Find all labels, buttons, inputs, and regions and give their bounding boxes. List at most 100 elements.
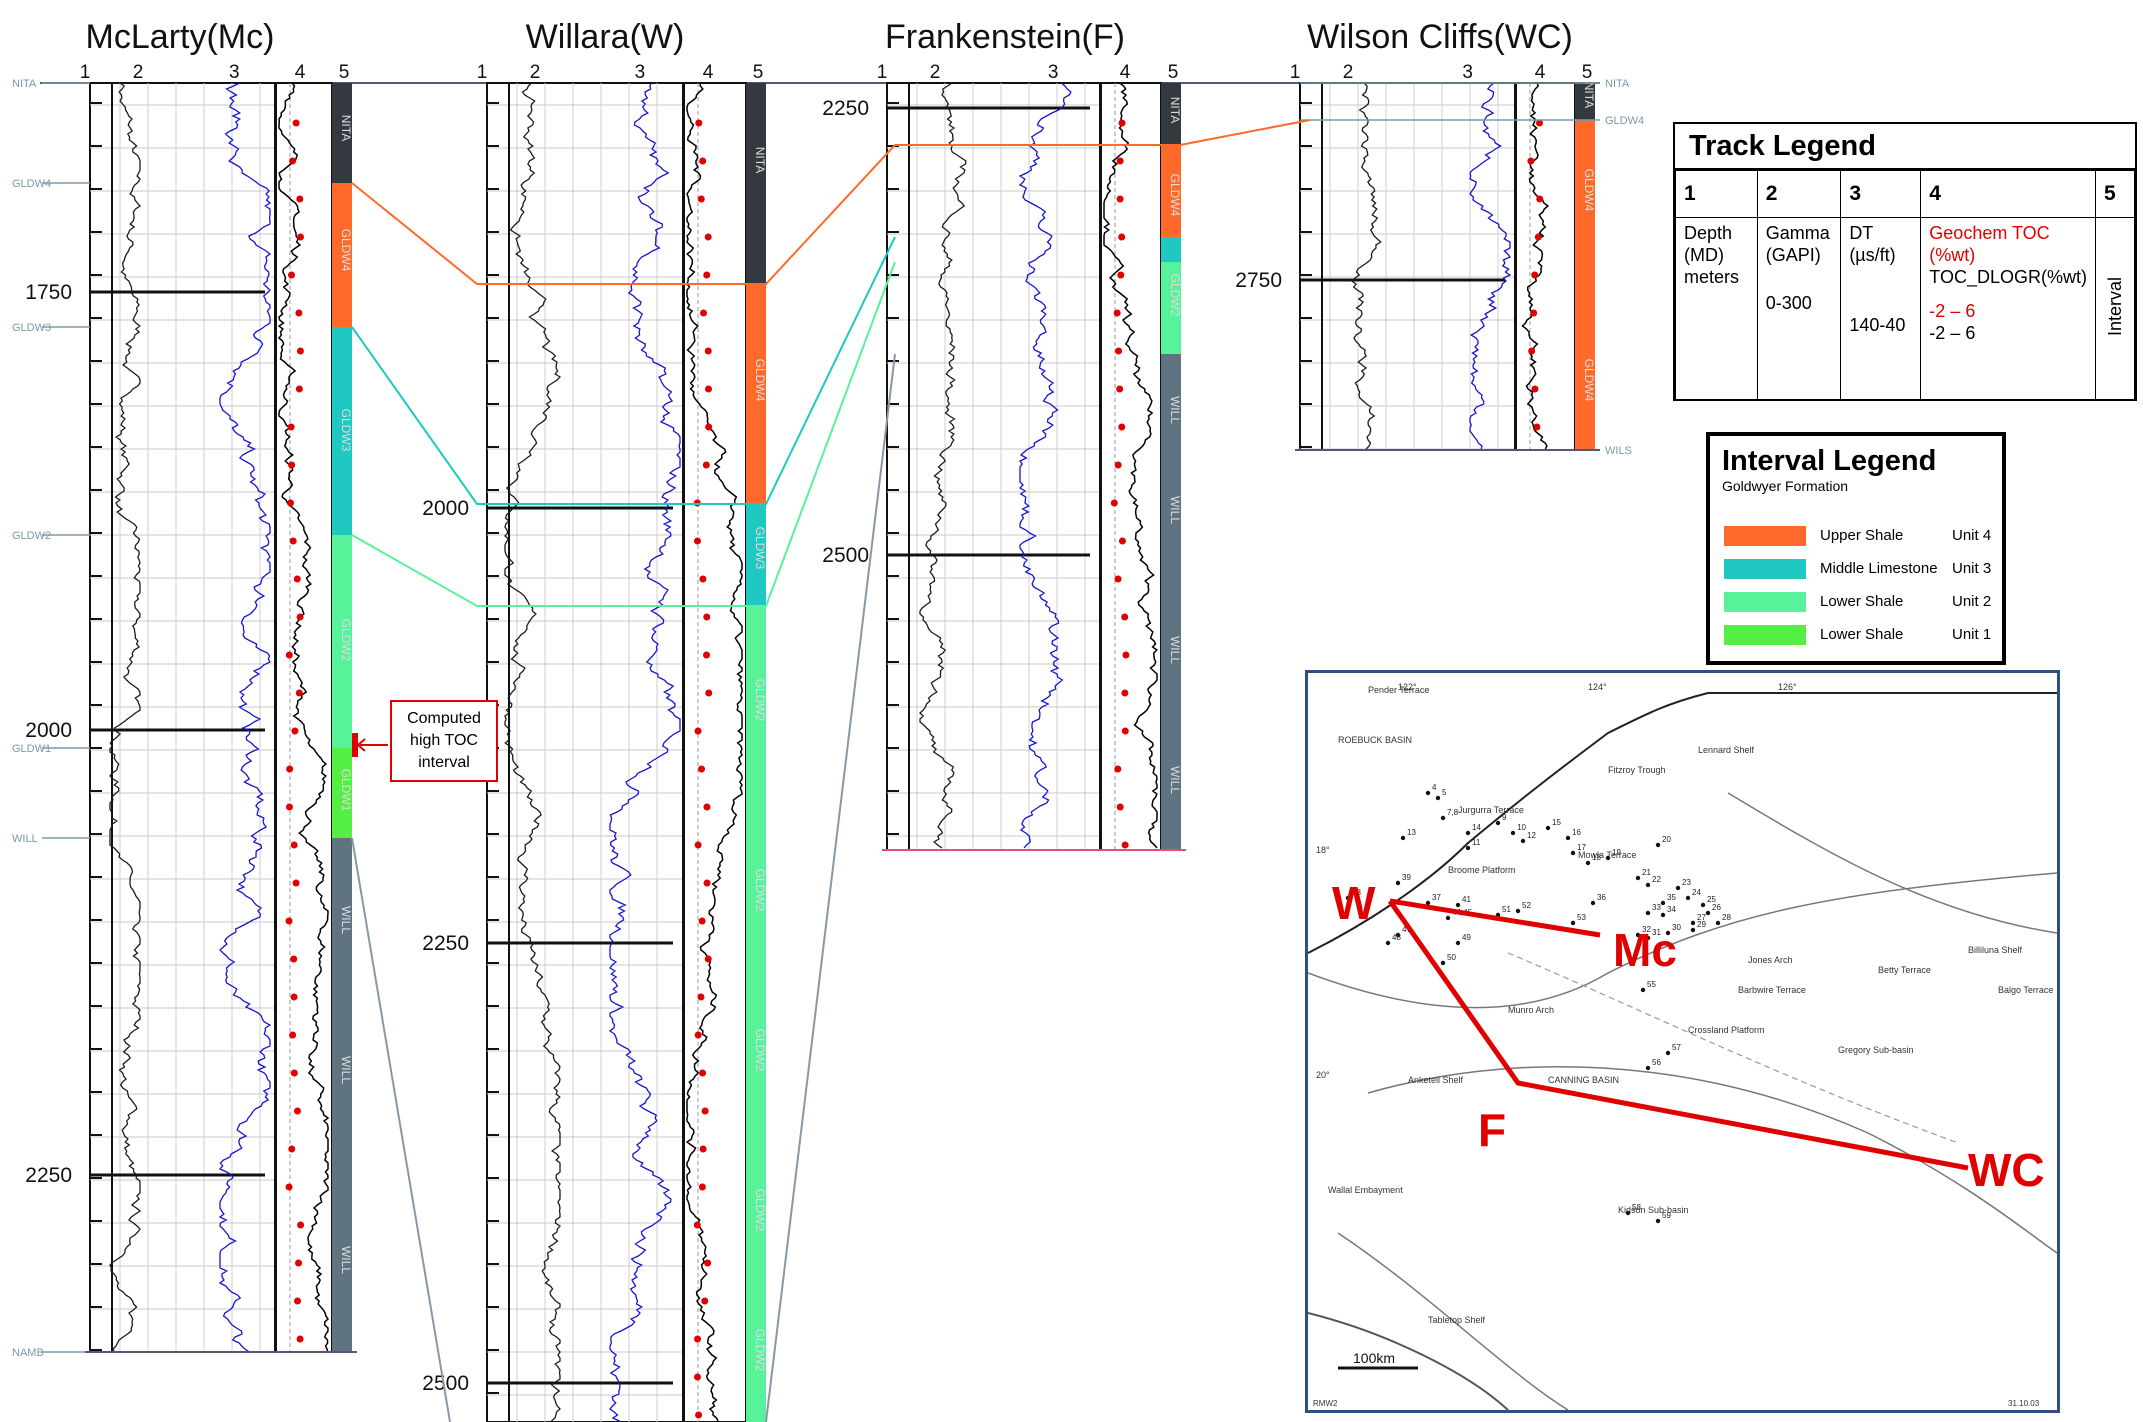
geochem-toc-point [1118,119,1126,127]
formation-marker-label: GLDW4 [12,178,51,190]
dt-desc: DT (µs/ft) [1849,223,1896,265]
legend-unit: Unit 4 [1952,527,1992,544]
well-title: Frankenstein(F) [885,18,1125,56]
well-panel-3: Wilson Cliffs(WC) 1 2 3 4 5 2750 NITA GLDW4 GLDW4… [1235,18,1644,457]
track-number-label: 4 [1535,62,1546,83]
geochem-toc-point [697,195,705,203]
geochem-toc-point [705,423,713,431]
interval-label: GLDW4 [1582,359,1596,402]
map-well-point [1705,910,1711,916]
geochem-toc-point [703,613,711,621]
toc-dlogr-curve [1521,82,1550,450]
geochem-toc-point [297,1221,305,1229]
high-toc-callout: Computed high TOC interval [390,700,498,782]
geochem-toc-point [297,233,305,241]
scale-label: 100km [1353,1350,1395,1366]
well-location-label: Mc [1613,924,1677,976]
interval-label: GLDW1 [339,769,353,812]
geochem-toc-point [702,461,710,469]
log-frame [1299,82,1576,451]
toc-dlogr-curve [277,82,330,1353]
well-number-label: 10 [1517,823,1526,832]
interval-label: GLDW4 [1582,169,1596,212]
track-number-label: 3 [229,62,240,83]
map-place-label: Gregory Sub-basin [1838,1045,1914,1055]
map-well-point [1635,932,1641,938]
gamma-desc: Gamma (GAPI) [1765,223,1830,265]
interval-block-unit4 [1161,145,1181,237]
dt-range: 140-40 [1849,315,1906,335]
sonic-dt-curve [608,82,681,1422]
well-location-label: W [1332,877,1376,929]
correlation-line-2 [351,261,896,607]
map-well-point [1440,960,1446,966]
track-number-label: 1 [477,62,488,83]
geochem-toc-point [699,157,707,165]
correlation-line-3 [351,837,451,1422]
formation-marker-label: GLDW4 [1605,115,1644,127]
toc-dlogr-desc: TOC_DLOGR(%wt) [1929,267,2087,287]
well-title: Willara(W) [526,18,685,56]
track-number-label: 1 [80,62,91,83]
geochem-toc-point [1117,271,1125,279]
legend-label: Lower Shale [1820,593,1904,610]
track-number-label: 2 [930,62,941,83]
well-number-label: 52 [1522,901,1531,910]
map-well-point [1645,882,1651,888]
well-number-label: 24 [1692,888,1701,897]
well-number-label: 57 [1672,1043,1681,1052]
map-place-label: Munro Arch [1508,1005,1554,1015]
geochem-toc-point [287,499,295,507]
sub-basin-boundary [1367,1066,2058,1254]
map-well-point [1565,835,1571,841]
swatch-middle-limestone [1724,559,1806,579]
interval-block-unit3 [1161,237,1181,262]
interval-legend: Interval Legend Goldwyer Formation Upper… [1706,432,2006,665]
legend-row-unit3: Middle Limestone Unit 3 [1724,559,1994,579]
interval-label: NITA [753,147,767,173]
formation-marker-label: WILL [12,833,38,845]
track-legend-title: Track Legend [1675,124,2135,170]
map-well-point [1425,790,1431,796]
well-number-label: 15 [1552,818,1561,827]
geochem-toc-point [704,385,712,393]
map-footer-right: 31.10.03 [2008,1399,2040,1408]
track-number-label: 5 [1582,62,1593,83]
map-place-label: Barbwire Terrace [1738,985,1806,995]
well-number-label: 23 [1682,878,1691,887]
geochem-toc-point [1113,309,1121,317]
depth-desc: Depth (MD) meters [1684,223,1740,287]
interval-label: NITA [1168,97,1182,123]
map-well-point [1425,900,1431,906]
formation-marker-label: WILS [1605,445,1632,457]
track-number-label: 4 [295,62,306,83]
geochem-toc-point [1114,765,1122,773]
swatch-lower-shale-unit2 [1724,592,1806,612]
well-number-label: 14 [1472,823,1481,832]
geochem-toc-point [700,309,708,317]
formation-marker-label: GLDW2 [12,530,51,542]
map-well-point [1660,912,1666,918]
well-number-label: 25 [1707,895,1716,904]
geochem-toc-point [1531,385,1539,393]
track-legend-col5: Interval [2095,217,2135,401]
depth-label: 2250 [25,1164,72,1187]
well-number-label: 41 [1462,895,1471,904]
map-place-label: Fitzroy Trough [1608,765,1666,775]
longitude-label-top: 126° [1778,682,1797,692]
map-well-point [1675,885,1681,891]
map-well-point [1510,830,1516,836]
well-number-label: 4 [1432,783,1437,792]
interval-label: NITA [1582,82,1596,108]
interval-legend-title: Interval Legend [1722,445,1937,477]
well-number-label: 22 [1652,875,1661,884]
well-number-label: 34 [1667,905,1676,914]
geochem-toc-point [1533,423,1541,431]
map-well-point [1645,1065,1651,1071]
map-well-point [1465,845,1471,851]
interval-label: GLDW2 [339,619,353,662]
well-number-label: 59 [1662,1211,1671,1220]
gamma-range: 0-300 [1765,293,1812,313]
geochem-toc-point [1114,461,1122,469]
